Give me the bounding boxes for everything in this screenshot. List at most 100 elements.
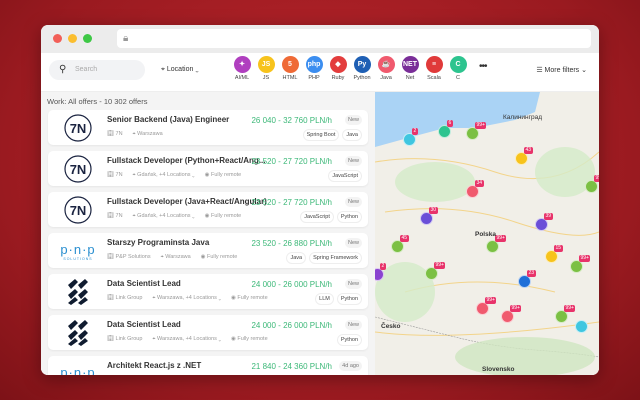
location[interactable]: ⌖ Gdańsk, +4 Locations ⌄ <box>132 172 195 178</box>
map-cluster-marker[interactable]: 30 <box>420 207 438 225</box>
skill-filter-net[interactable]: NET Net <box>401 56 419 81</box>
skill-label: PHP <box>308 75 320 81</box>
map-cluster-marker[interactable]: 99+ <box>466 122 487 140</box>
offer-salary: 26 040 - 32 760 PLN/h <box>251 116 332 125</box>
filter-toolbar: ⚲ Search ⌖ Location ⌄ ✦ AI/ML JS JS 5 HTML php P… <box>41 53 599 92</box>
skill-icon: ✦ <box>233 56 251 73</box>
map-cluster-marker[interactable]: 15 <box>545 245 563 263</box>
skill-filter-python[interactable]: Py Python <box>353 56 371 81</box>
offer-card[interactable]: 7N Fullstack Developer (Java+React/Angula… <box>48 192 368 227</box>
skill-filter-aiml[interactable]: ✦ AI/ML <box>233 56 251 81</box>
skill-label: C <box>456 75 460 81</box>
map-cluster-marker[interactable]: 45 <box>391 235 409 253</box>
pin-icon: ⌖ <box>161 66 167 73</box>
skill-label: Scala <box>427 75 441 81</box>
maximize-button[interactable] <box>83 34 92 43</box>
map-cluster-marker[interactable]: 99+ <box>585 175 599 193</box>
marker-count: 99+ <box>594 175 599 182</box>
skill-icon: ☕ <box>377 56 395 73</box>
offer-card[interactable]: Data Scientist Lead 24 000 - 26 000 PLN/h… <box>48 315 368 350</box>
remote-badge: ◉ Fully remote <box>200 254 238 260</box>
skill-tag: JavaScript <box>300 211 334 223</box>
map-cluster-marker[interactable]: 34 <box>466 180 484 198</box>
skill-tag: LLM <box>315 293 334 305</box>
map-cluster-marker[interactable]: 43 <box>515 147 533 165</box>
offer-title: Data Scientist Lead <box>107 320 181 329</box>
offer-salary: 23 520 - 27 720 PLN/h <box>251 198 332 207</box>
skill-filter-html[interactable]: 5 HTML <box>281 56 299 81</box>
skill-label: Python <box>353 75 371 81</box>
map-cluster-marker[interactable] <box>575 320 588 333</box>
skill-filter-scala[interactable]: ≡ Scala <box>425 56 443 81</box>
skill-filter-java[interactable]: ☕ Java <box>377 56 395 81</box>
offer-card[interactable]: 7N Senior Backend (Java) Engineer 26 040 -… <box>48 110 368 145</box>
map-cluster-marker[interactable]: 23 <box>518 270 536 288</box>
company: 🏢︎ Link Group <box>107 336 143 342</box>
address-bar[interactable]: 🔒︎ <box>117 29 591 48</box>
more-filters-button[interactable]: ☰ More filters ⌄ <box>536 60 587 74</box>
marker-count: 99+ <box>510 305 522 312</box>
skill-filter-js[interactable]: JS JS <box>257 56 275 81</box>
chevron-down-icon: ⌄ <box>581 67 587 74</box>
filters-icon: ☰ <box>536 67 545 74</box>
svg-text:7N: 7N <box>70 162 87 177</box>
skill-filters: ✦ AI/ML JS JS 5 HTML php PHP ◆ Ruby Py Python ☕ Java N… <box>233 56 467 81</box>
offer-title: Fullstack Developer (Java+React/Angular) <box>107 197 267 206</box>
location[interactable]: ⌖ Warszawa, +4 Locations ⌄ <box>152 295 222 301</box>
offer-card[interactable]: 7N Fullstack Developer (Python+React/Ang.… <box>48 151 368 186</box>
minimize-button[interactable] <box>68 34 77 43</box>
search-input[interactable]: ⚲ Search <box>49 60 145 80</box>
close-button[interactable] <box>53 34 62 43</box>
map-cluster-marker[interactable]: 99+ <box>555 305 576 323</box>
map-cluster-marker[interactable]: 99+ <box>486 235 507 253</box>
map-cluster-marker[interactable]: 2 <box>403 128 418 146</box>
map-cluster-marker[interactable]: 2 <box>375 263 386 281</box>
title-bar: 🔒︎ <box>41 25 599 53</box>
map-cluster-marker[interactable]: 99+ <box>570 255 591 273</box>
skill-tag: Python <box>336 211 362 223</box>
offer-badge: 4d ago <box>339 361 362 371</box>
offer-card[interactable]: p·n·p SOLUTIONS Starszy Programinsta Java 2… <box>48 233 368 268</box>
offer-count: Work: All offers - 10 302 offers <box>47 97 148 106</box>
location: ⌖ Warszawa <box>160 254 191 260</box>
svg-text:7N: 7N <box>70 121 87 136</box>
map-label: Калининград <box>503 114 543 121</box>
skill-tag: Spring Boot <box>302 129 340 141</box>
offer-badge: New <box>344 115 362 125</box>
marker-count: 6 <box>447 120 453 127</box>
location[interactable]: ⌖ Warszawa, +4 Locations ⌄ <box>152 336 222 342</box>
location-dropdown[interactable]: ⌖ Location ⌄ <box>161 60 199 80</box>
map-cluster-marker[interactable]: 99+ <box>425 262 446 280</box>
skill-filter-ruby[interactable]: ◆ Ruby <box>329 56 347 81</box>
map-cluster-marker[interactable]: 6 <box>438 120 453 138</box>
offer-title: Senior Backend (Java) Engineer <box>107 115 230 124</box>
skill-label: JS <box>262 75 270 81</box>
offer-badge: New <box>344 156 362 166</box>
offer-badge: New <box>344 320 362 330</box>
map-cluster-marker[interactable]: 99+ <box>476 297 497 315</box>
skill-icon: C <box>449 56 467 73</box>
location: ⌖ Warszawa <box>132 131 163 137</box>
map[interactable]: 2 6 99+ 43 34 99+ 30 39 45 99+ 15 99+ 2 99+ 23 99+ 99+ 99… <box>375 92 599 375</box>
map-cluster-marker[interactable]: 99+ <box>501 305 522 323</box>
marker-count: 39 <box>544 213 553 220</box>
offer-card[interactable]: Data Scientist Lead 24 000 - 26 000 PLN/h… <box>48 274 368 309</box>
marker-count: 99+ <box>475 122 487 129</box>
svg-text:7N: 7N <box>70 203 87 218</box>
more-skills-button[interactable]: ••• <box>479 61 487 72</box>
offer-salary: 24 000 - 26 000 PLN/h <box>251 321 332 330</box>
skill-filter-php[interactable]: php PHP <box>305 56 323 81</box>
company: 🏢︎ 7N <box>107 213 123 219</box>
marker-count: 45 <box>400 235 409 242</box>
remote-badge: ◉ Fully remote <box>204 172 242 178</box>
marker-count: 43 <box>524 147 533 154</box>
company: 🏢︎ Link Group <box>107 295 143 301</box>
location[interactable]: ⌖ Gdańsk, +4 Locations ⌄ <box>132 213 195 219</box>
offer-title: Architekt React.js z .NET <box>107 361 202 370</box>
browser-window: 🔒︎ ⚲ Search ⌖ Location ⌄ ✦ AI/ML JS JS 5 HTML p… <box>41 25 599 375</box>
map-cluster-marker[interactable]: 39 <box>535 213 553 231</box>
offer-badge: New <box>344 279 362 289</box>
